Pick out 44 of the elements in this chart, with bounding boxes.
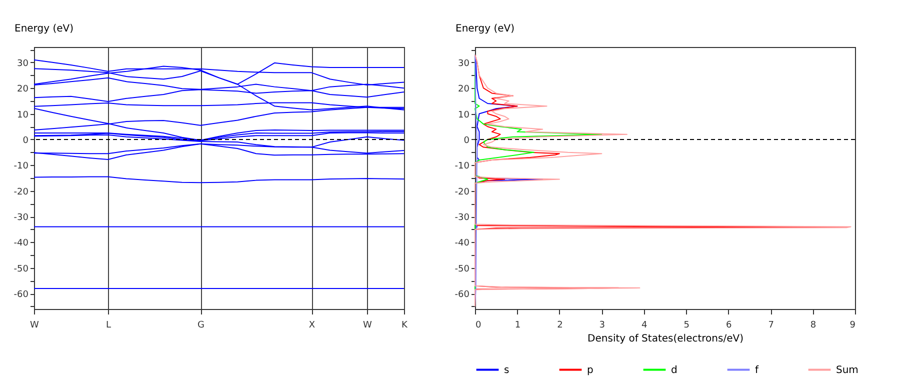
y-tick-label: -10 xyxy=(454,162,470,172)
y-axis-title: Energy (eV) xyxy=(14,24,74,34)
x-tick-label: X xyxy=(308,320,316,330)
y-tick-label: -30 xyxy=(454,213,470,224)
y-tick-label: -40 xyxy=(14,238,29,249)
y-tick-label: 20 xyxy=(17,84,29,95)
x-tick-label: W xyxy=(363,320,372,330)
y-tick-label: 30 xyxy=(458,58,470,69)
y-tick-label: -10 xyxy=(14,162,29,172)
x-tick-label: K xyxy=(402,320,409,330)
x-tick-label: 5 xyxy=(684,320,690,330)
y-tick-label: 10 xyxy=(17,110,29,120)
x-tick-label: 9 xyxy=(850,320,856,330)
y-tick-label: 20 xyxy=(458,84,470,95)
y-tick-label: 0 xyxy=(22,136,29,146)
y-tick-label: -60 xyxy=(454,290,470,300)
y-tick-label: -30 xyxy=(14,213,29,224)
legend-label: d xyxy=(671,364,678,376)
legend-label: f xyxy=(755,364,759,376)
x-tick-label: L xyxy=(106,320,112,330)
y-tick-label: 10 xyxy=(458,110,470,120)
x-tick-label: 1 xyxy=(514,320,521,330)
x-tick-label: 8 xyxy=(810,320,816,330)
y-tick-label: -20 xyxy=(14,187,29,198)
y-tick-label: 30 xyxy=(17,58,29,69)
y-tick-label: -50 xyxy=(14,264,29,274)
y-tick-label: -60 xyxy=(14,290,29,300)
legend-label: s xyxy=(504,364,510,376)
y-tick-label: -40 xyxy=(454,238,470,249)
y-tick-label: -20 xyxy=(454,187,470,198)
legend-label: Sum xyxy=(836,364,858,376)
x-tick-label: W xyxy=(30,320,40,330)
y-axis-title: Energy (eV) xyxy=(456,24,515,34)
x-tick-label: 3 xyxy=(599,320,606,330)
legend-label: p xyxy=(587,364,594,376)
y-tick-label: 0 xyxy=(464,136,470,146)
x-tick-label: 7 xyxy=(768,320,774,330)
y-tick-label: -50 xyxy=(454,264,470,274)
x-tick-label: 4 xyxy=(642,320,648,330)
x-tick-label: 2 xyxy=(557,320,563,330)
x-tick-label: G xyxy=(198,320,205,330)
x-tick-label: 0 xyxy=(476,320,482,330)
x-tick-label: 6 xyxy=(726,320,732,330)
x-axis-title: Density of States(electrons/eV) xyxy=(588,334,744,344)
